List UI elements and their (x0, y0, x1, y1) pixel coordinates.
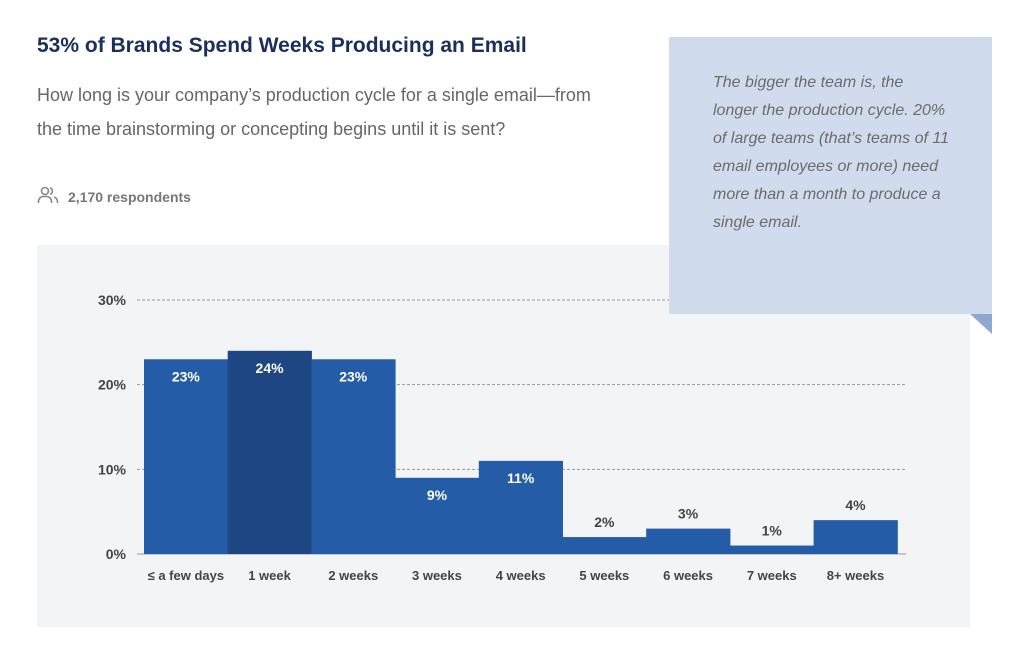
data-label: 2% (594, 514, 615, 530)
data-label: 1% (762, 523, 783, 539)
bar (478, 460, 563, 554)
x-tick-label: 6 weeks (663, 568, 713, 583)
x-tick-label: 5 weeks (579, 568, 629, 583)
data-label: 23% (172, 368, 201, 384)
data-label: 11% (507, 470, 535, 486)
data-label: 3% (678, 506, 699, 522)
data-label: 23% (339, 368, 368, 384)
chart-title: 53% of Brands Spend Weeks Producing an E… (37, 34, 527, 57)
x-tick-label: ≤ a few days (148, 568, 225, 583)
data-label: 9% (427, 487, 448, 503)
x-tick-label: 2 weeks (328, 568, 378, 583)
bar (729, 545, 815, 554)
x-tick-label: 3 weeks (412, 568, 462, 583)
data-label: 24% (256, 360, 285, 376)
survey-question: How long is your company’s production cy… (37, 85, 591, 139)
bar (813, 520, 898, 554)
bar (562, 537, 647, 554)
y-tick-label: 0% (106, 546, 127, 562)
x-tick-label: 1 week (248, 568, 291, 583)
bar (227, 350, 312, 554)
bar (311, 359, 396, 554)
y-tick-label: 20% (98, 377, 127, 393)
y-tick-label: 30% (98, 292, 127, 308)
callout-note: The bigger the team is, the longer the p… (669, 37, 992, 314)
bar (144, 359, 229, 554)
bar (646, 528, 731, 554)
data-label: 4% (845, 497, 866, 513)
y-tick-label: 10% (98, 461, 127, 477)
x-tick-label: 4 weeks (496, 568, 546, 583)
callout-fold (970, 314, 992, 334)
bar (395, 477, 480, 554)
respondents-label: 2,170 respondents (68, 188, 191, 205)
callout-text: The bigger the team is, the longer the p… (713, 74, 949, 231)
x-tick-label: 8+ weeks (827, 568, 884, 583)
x-tick-label: 7 weeks (747, 568, 797, 583)
users-icon (37, 186, 59, 207)
respondents-count: 2,170 respondents (37, 186, 191, 207)
